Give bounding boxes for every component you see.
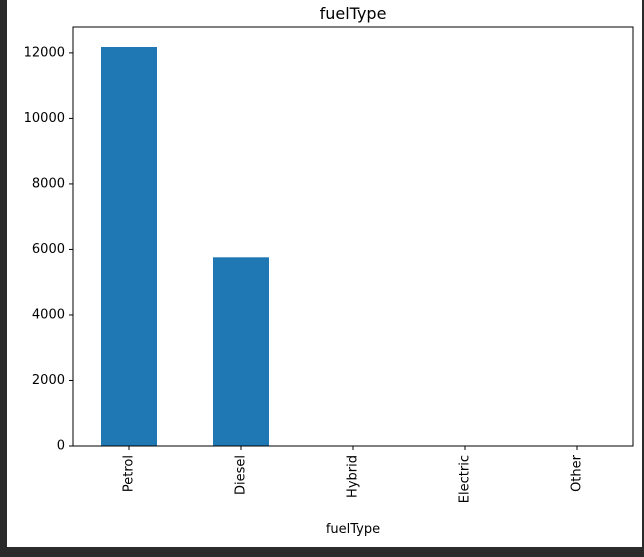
y-tick-label: 4000 <box>32 307 65 322</box>
bar-diesel <box>213 257 269 446</box>
plot-frame <box>72 26 634 447</box>
chart-title: fuelType <box>320 4 387 23</box>
y-tick-label: 10000 <box>24 111 65 126</box>
x-tick-label: Diesel <box>234 455 249 495</box>
x-tick-label: Other <box>570 454 585 492</box>
x-axis-title: fuelType <box>326 522 380 537</box>
y-tick-label: 2000 <box>32 373 65 388</box>
y-tick-label: 12000 <box>24 45 65 60</box>
x-tick-label: Hybrid <box>346 455 361 498</box>
x-tick-label: Electric <box>458 455 473 503</box>
chart-figure: fuelType 0 2000 4000 6000 8000 10000 12000 Pet… <box>7 0 642 547</box>
y-tick-label: 0 <box>57 439 65 454</box>
bar-chart: fuelType 0 2000 4000 6000 8000 10000 12000 Pet… <box>24 4 634 537</box>
x-axis: Petrol Diesel Hybrid Electric Other <box>122 446 585 503</box>
bars-group <box>101 46 269 446</box>
bar-petrol <box>101 46 157 446</box>
y-tick-label: 6000 <box>32 242 65 257</box>
y-axis: 0 2000 4000 6000 8000 10000 12000 <box>24 45 73 454</box>
y-tick-label: 8000 <box>32 176 65 191</box>
x-tick-label: Petrol <box>122 455 137 492</box>
